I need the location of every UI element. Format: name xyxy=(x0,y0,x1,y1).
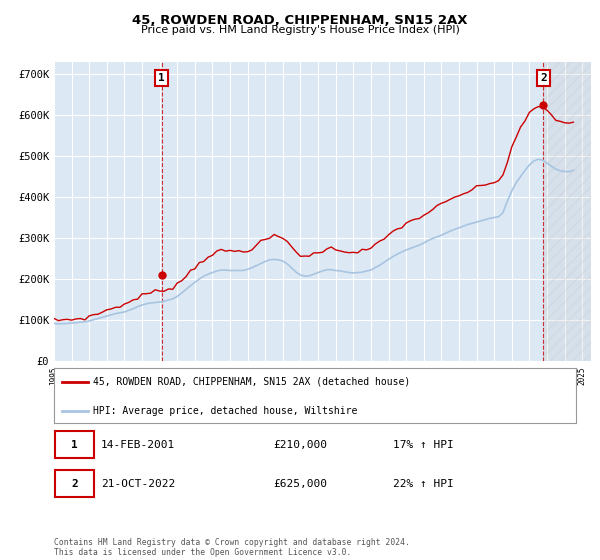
Text: 45, ROWDEN ROAD, CHIPPENHAM, SN15 2AX (detached house): 45, ROWDEN ROAD, CHIPPENHAM, SN15 2AX (d… xyxy=(93,377,410,386)
Bar xyxy=(544,62,591,361)
Text: 2: 2 xyxy=(71,479,78,489)
Text: 1: 1 xyxy=(158,73,165,83)
FancyBboxPatch shape xyxy=(55,431,94,458)
Text: 21-OCT-2022: 21-OCT-2022 xyxy=(101,479,175,489)
FancyBboxPatch shape xyxy=(55,470,94,497)
Text: £625,000: £625,000 xyxy=(273,479,327,489)
Text: £210,000: £210,000 xyxy=(273,440,327,450)
Text: 14-FEB-2001: 14-FEB-2001 xyxy=(101,440,175,450)
Text: Price paid vs. HM Land Registry's House Price Index (HPI): Price paid vs. HM Land Registry's House … xyxy=(140,25,460,35)
Text: 17% ↑ HPI: 17% ↑ HPI xyxy=(394,440,454,450)
Text: 45, ROWDEN ROAD, CHIPPENHAM, SN15 2AX: 45, ROWDEN ROAD, CHIPPENHAM, SN15 2AX xyxy=(132,14,468,27)
Text: 22% ↑ HPI: 22% ↑ HPI xyxy=(394,479,454,489)
Text: Contains HM Land Registry data © Crown copyright and database right 2024.
This d: Contains HM Land Registry data © Crown c… xyxy=(54,538,410,557)
Text: HPI: Average price, detached house, Wiltshire: HPI: Average price, detached house, Wilt… xyxy=(93,406,358,416)
Text: 2: 2 xyxy=(540,73,547,83)
Text: 1: 1 xyxy=(71,440,78,450)
